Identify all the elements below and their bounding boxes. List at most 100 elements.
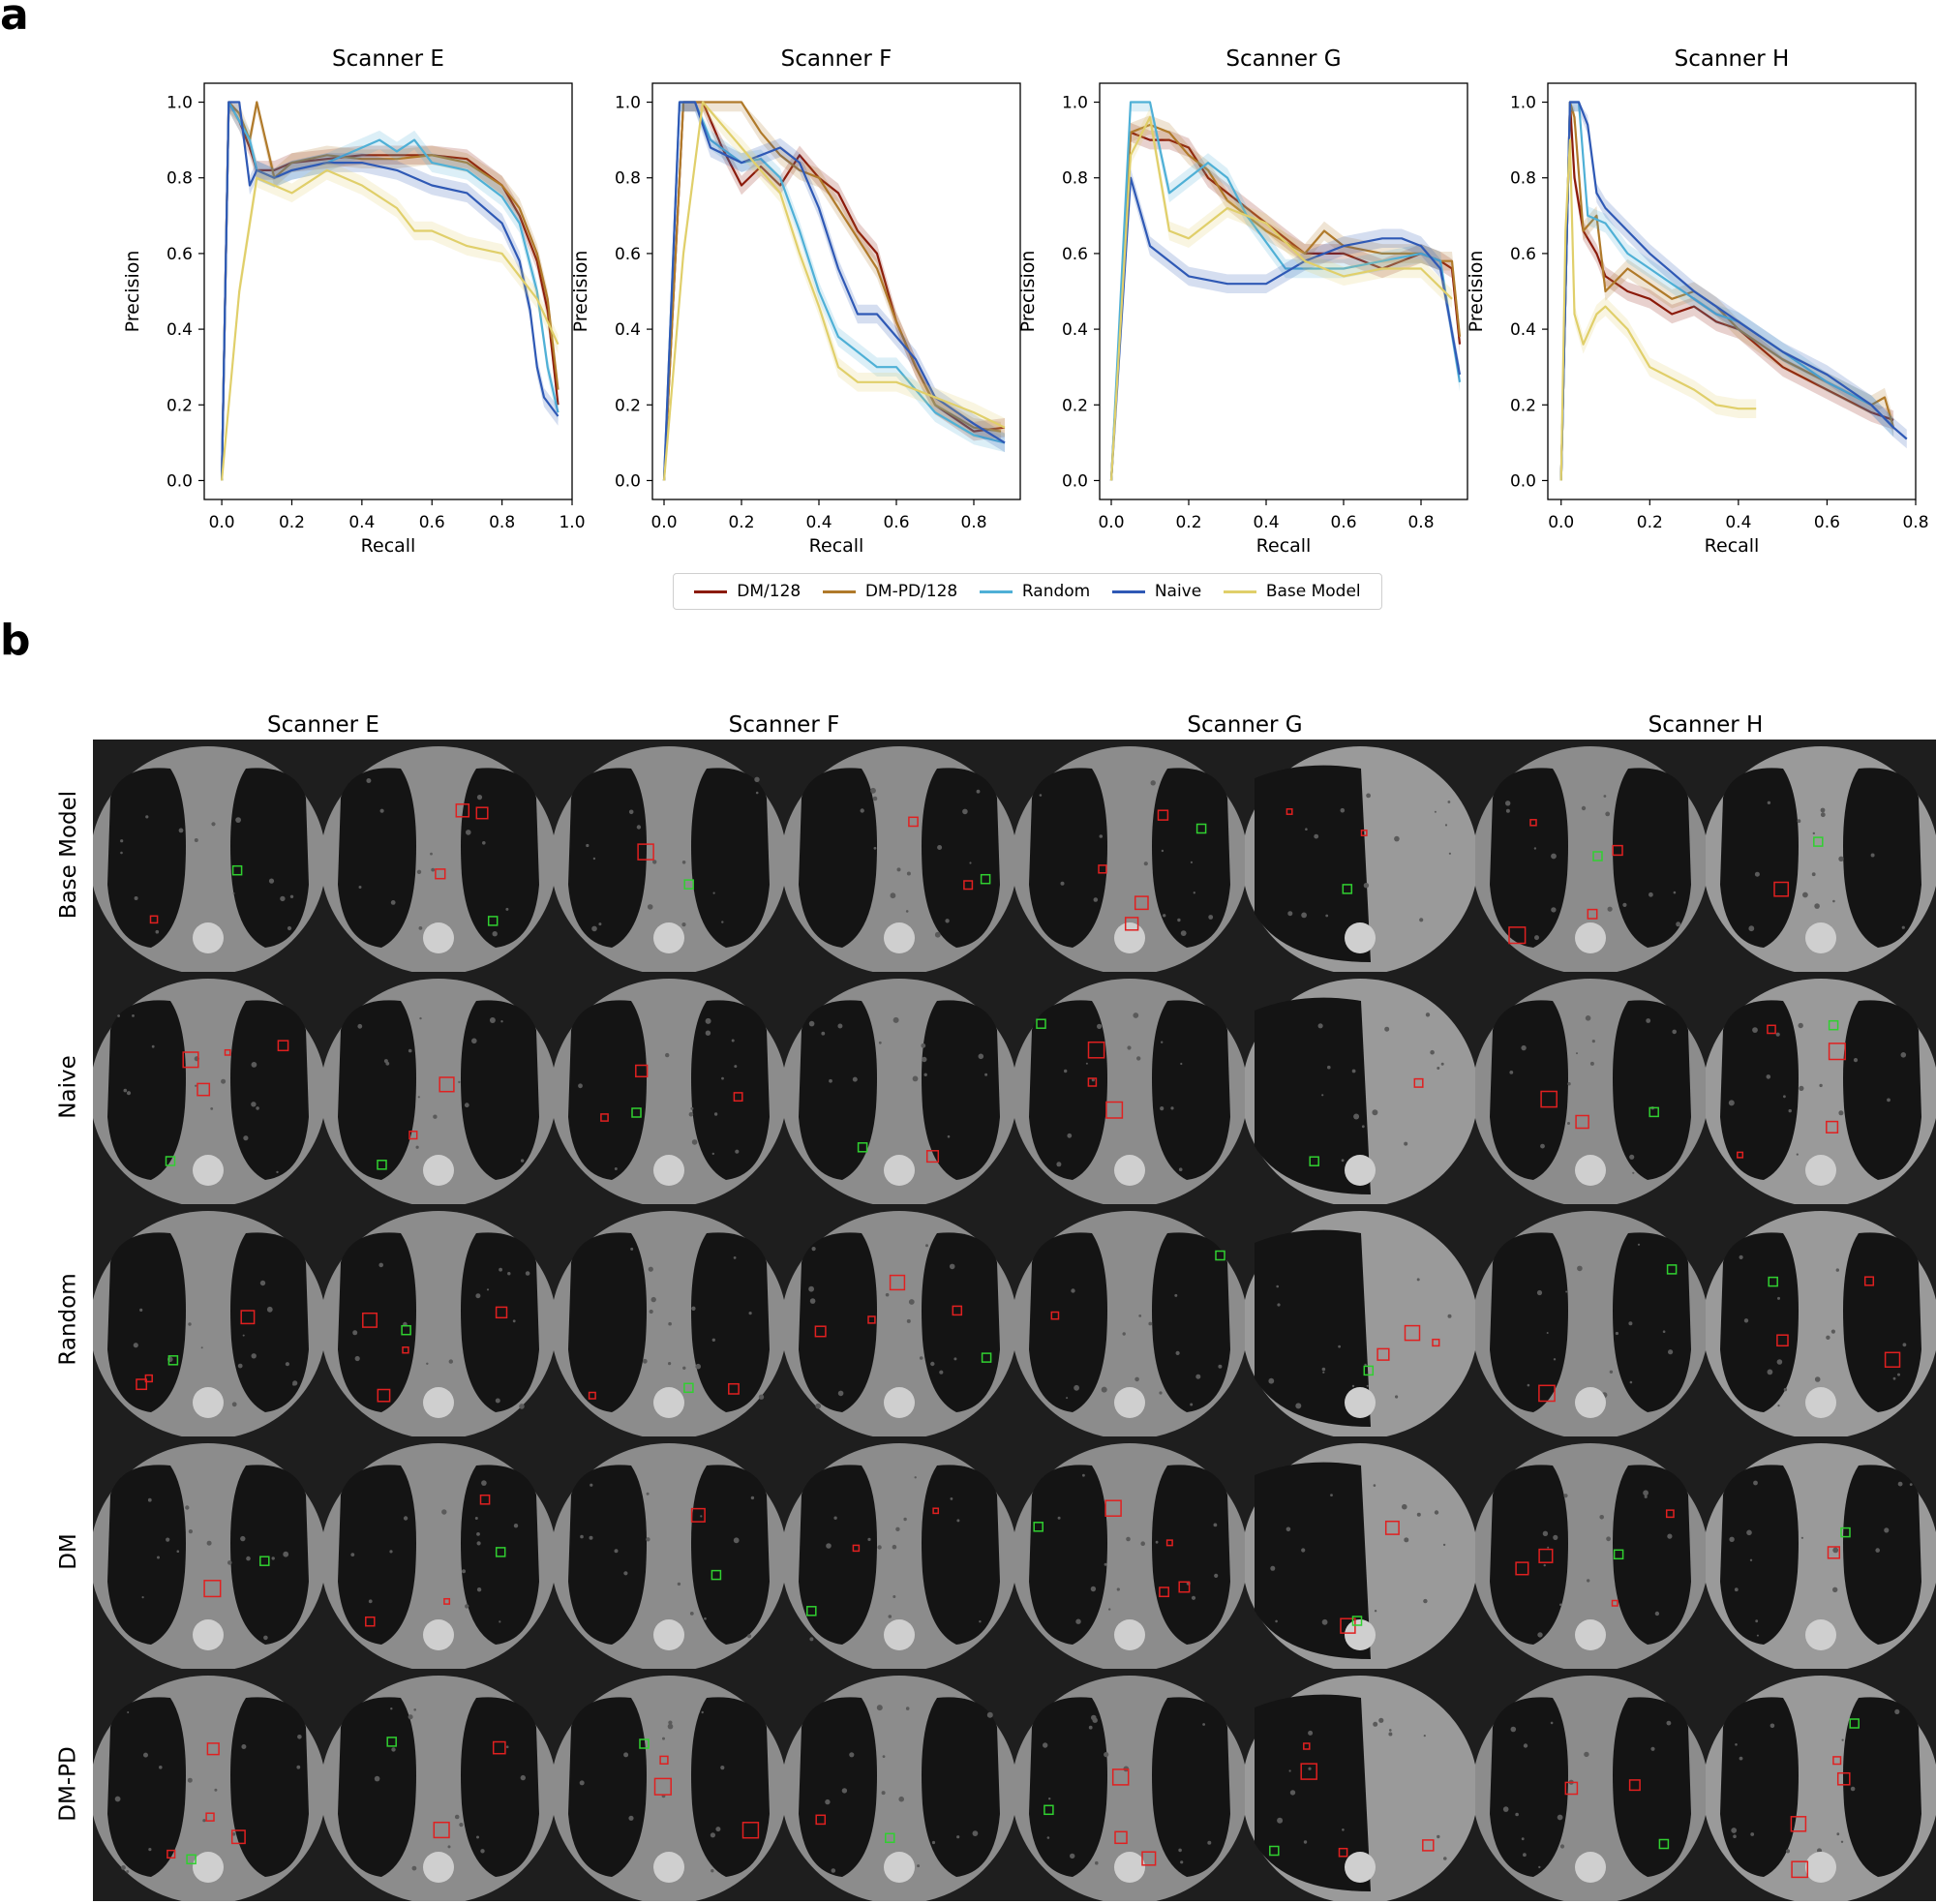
ct-scan-image <box>784 1436 1014 1669</box>
legend-swatch <box>1223 589 1256 593</box>
ct-scan-image <box>1706 1204 1936 1436</box>
y-tick-label: 0.8 <box>166 169 193 189</box>
series-band <box>1111 168 1460 481</box>
y-tick-label: 1.0 <box>1062 94 1088 113</box>
ct-scan-image <box>1475 1436 1706 1669</box>
ct-scan-image <box>1475 1669 1706 1901</box>
ct-scan-image <box>1475 1204 1706 1436</box>
series-line <box>1109 101 1462 481</box>
y-axis-label: Precision <box>570 251 591 333</box>
plot-frame <box>1547 82 1917 500</box>
ct-row-label-text: Naive <box>55 1054 81 1119</box>
series-line <box>1109 176 1462 481</box>
y-tick-label: 0.0 <box>615 471 641 491</box>
ct-column-title-scanner-f: Scanner F <box>728 712 840 738</box>
ct-scan-image <box>1475 972 1706 1204</box>
series-band <box>1560 102 1894 481</box>
chart-title: Scanner H <box>1675 46 1790 72</box>
ct-scan-image <box>323 1669 554 1901</box>
ct-scan-image <box>323 972 554 1204</box>
y-tick-label: 1.0 <box>615 94 641 113</box>
ct-column-title-scanner-h: Scanner H <box>1648 712 1764 738</box>
series-band <box>222 161 559 481</box>
x-axis-label: Recall <box>1705 535 1760 557</box>
ct-scan-image <box>93 972 323 1204</box>
series-line <box>1109 123 1462 481</box>
ct-row-label-text: Base Model <box>56 790 81 919</box>
chart-legend: DM/128 DM-PD/128 Random Naive Base Model <box>673 573 1382 610</box>
y-tick-label: 0.2 <box>1510 396 1536 415</box>
ct-scan-image <box>1706 972 1936 1204</box>
ct-scan-image <box>1245 972 1475 1204</box>
legend-label: DM/128 <box>737 582 802 601</box>
series-band <box>1560 102 1894 481</box>
x-tick-label: 0.2 <box>279 513 305 532</box>
y-tick-label: 0.8 <box>1510 169 1536 189</box>
series-line <box>1559 101 1894 481</box>
ct-scan-image <box>1014 1436 1245 1669</box>
series-line <box>662 101 1002 481</box>
x-tick-label: 0.0 <box>209 513 235 532</box>
ct-scan-image <box>1706 1669 1936 1901</box>
series-line <box>662 101 1006 481</box>
x-tick-label: 0.6 <box>1814 513 1840 532</box>
ct-scan-image <box>784 740 1014 972</box>
y-tick-label: 0.4 <box>166 320 193 340</box>
ct-row-label-text: DM <box>56 1532 81 1570</box>
ct-scan-image <box>784 972 1014 1204</box>
ct-scan-image <box>323 1436 554 1669</box>
ct-scan-image <box>1245 1436 1475 1669</box>
x-tick-label: 0.0 <box>1098 513 1124 532</box>
y-tick-label: 0.8 <box>1062 169 1088 189</box>
legend-item-dmpd128: DM-PD/128 <box>822 582 957 601</box>
y-tick-label: 0.2 <box>615 396 641 415</box>
ct-column-title-scanner-e: Scanner E <box>267 712 379 738</box>
x-tick-label: 0.6 <box>1330 513 1356 532</box>
ct-scan-image <box>1014 740 1245 972</box>
legend-item-naive: Naive <box>1111 582 1201 601</box>
x-tick-label: 0.2 <box>1175 513 1201 532</box>
chart-1: 0.0 0.2 0.4 0.6 0.8 1.0 0.0 0.2 0.4 0.6 0.8 1.0 Scan… <box>122 46 586 557</box>
series-line <box>1559 101 1894 481</box>
y-tick-label: 0.2 <box>1062 396 1088 415</box>
ct-scan-image <box>93 1669 323 1901</box>
plot-frame <box>203 82 573 500</box>
ct-row-label-text: Random <box>56 1272 82 1366</box>
y-axis-label: Precision <box>122 251 143 333</box>
series-line <box>221 101 560 481</box>
legend-swatch <box>822 589 856 593</box>
y-tick-label: 0.2 <box>166 396 193 415</box>
y-tick-label: 0.0 <box>1510 471 1536 491</box>
y-tick-label: 0.6 <box>1510 245 1536 264</box>
series-band <box>1560 130 1757 481</box>
x-tick-label: 0.6 <box>883 513 909 532</box>
ct-column-title-scanner-g: Scanner G <box>1187 712 1303 738</box>
x-tick-label: 0.4 <box>348 513 375 532</box>
y-tick-label: 0.6 <box>1062 245 1088 264</box>
chart-3: 0.0 0.2 0.4 0.6 0.8 1.0 0.0 0.2 0.4 0.6 0.8 Scanner… <box>1017 46 1468 557</box>
series-line <box>1559 138 1757 481</box>
x-tick-label: 0.8 <box>489 513 515 532</box>
series-line <box>662 101 1006 481</box>
x-tick-label: 0.0 <box>650 513 677 532</box>
series-band <box>664 102 1005 481</box>
ct-scan-image <box>1014 1669 1245 1901</box>
y-tick-label: 0.4 <box>615 320 641 340</box>
ct-scan-image <box>93 740 323 972</box>
ct-scan-image <box>1706 740 1936 972</box>
legend-swatch <box>1111 589 1145 593</box>
y-tick-label: 0.6 <box>615 245 641 264</box>
y-tick-label: 0.6 <box>166 245 193 264</box>
x-tick-label: 0.8 <box>1407 513 1434 532</box>
chart-title: Scanner G <box>1225 46 1341 72</box>
series-line <box>1109 116 1453 481</box>
y-tick-label: 0.4 <box>1510 320 1536 340</box>
x-axis-label: Recall <box>809 535 864 557</box>
legend-item-random: Random <box>979 582 1091 601</box>
legend-label: Random <box>1021 582 1091 601</box>
plot-frame <box>651 82 1021 500</box>
series-band <box>1111 123 1460 481</box>
y-axis-label: Precision <box>1017 251 1039 333</box>
ct-scan-image <box>1014 1204 1245 1436</box>
ct-row-label-text: DM-PD <box>56 1745 81 1822</box>
